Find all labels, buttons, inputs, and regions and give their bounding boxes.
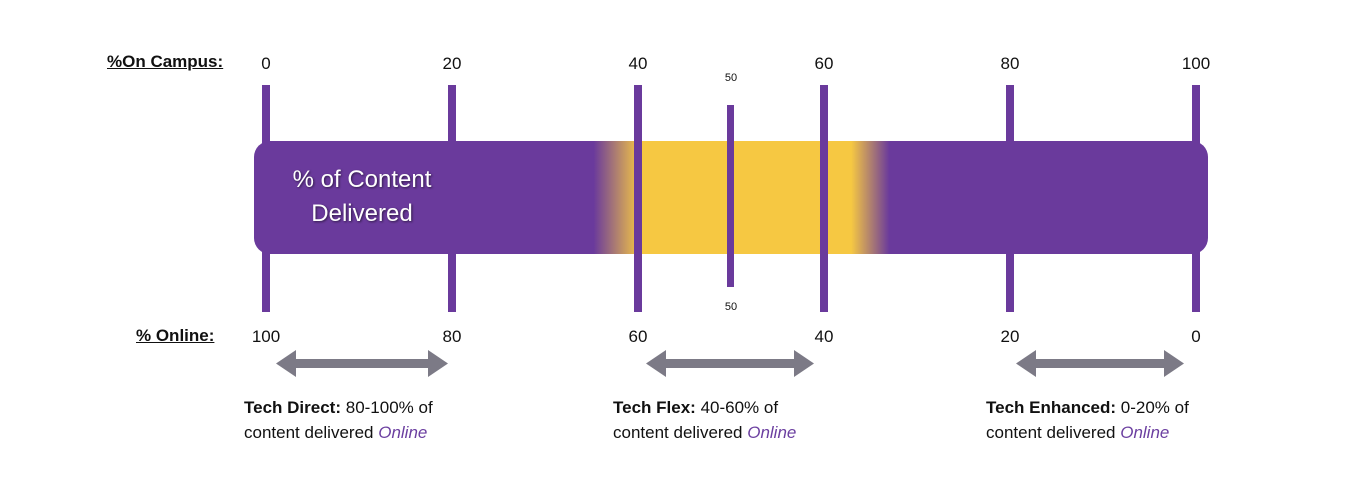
top-tick-label: 40 <box>628 54 648 73</box>
arrow-tech-enhanced <box>1016 350 1184 377</box>
tick-line-60-over <box>820 141 828 254</box>
top-tick-label: 80 <box>1000 54 1020 73</box>
bottom-tick-label: 100 <box>251 327 281 346</box>
tech-enhanced-description: Tech Enhanced: 0-20% of content delivere… <box>986 395 1189 445</box>
arrow-tech-flex <box>646 350 814 377</box>
bar-caption-line2: Delivered <box>311 200 413 227</box>
online-axis-label: % Online: <box>136 326 215 345</box>
top-tick-label: 60 <box>814 54 834 73</box>
category-range: 80-100% of <box>345 398 433 417</box>
category-line2: content delivered <box>986 423 1116 442</box>
bottom-tick-label: 60 <box>628 327 648 346</box>
top-tick-label: 100 <box>1181 54 1211 73</box>
arrow-tech-direct <box>276 350 448 377</box>
tick-line-50 <box>727 105 734 287</box>
bar-caption: % of Content Delivered <box>262 163 462 231</box>
category-line2: content delivered <box>613 423 743 442</box>
bottom-mid-tick-label: 50 <box>724 301 738 313</box>
top-tick-label: 20 <box>442 54 462 73</box>
online-emphasis: Online <box>378 423 428 442</box>
top-mid-tick-label: 50 <box>724 72 738 84</box>
online-emphasis: Online <box>1120 423 1170 442</box>
on-campus-axis-label: %On Campus: <box>107 52 224 71</box>
category-range: 40-60% of <box>700 398 779 417</box>
bar-caption-line1: % of Content <box>292 166 432 193</box>
bottom-tick-label: 0 <box>1191 327 1201 346</box>
bottom-tick-label: 40 <box>814 327 834 346</box>
tech-direct-description: Tech Direct: 80-100% of content delivere… <box>244 395 433 445</box>
bottom-tick-label: 20 <box>1000 327 1020 346</box>
category-name: Tech Flex: <box>613 398 696 417</box>
tech-flex-description: Tech Flex: 40-60% of content delivered O… <box>613 395 796 445</box>
category-range: 0-20% of <box>1120 398 1189 417</box>
category-line2: content delivered <box>244 423 374 442</box>
online-emphasis: Online <box>747 423 797 442</box>
tick-line-40-over <box>634 141 642 254</box>
bottom-tick-label: 80 <box>442 327 462 346</box>
category-name: Tech Enhanced: <box>986 398 1117 417</box>
top-tick-label: 0 <box>261 54 271 73</box>
category-name: Tech Direct: <box>244 398 341 417</box>
